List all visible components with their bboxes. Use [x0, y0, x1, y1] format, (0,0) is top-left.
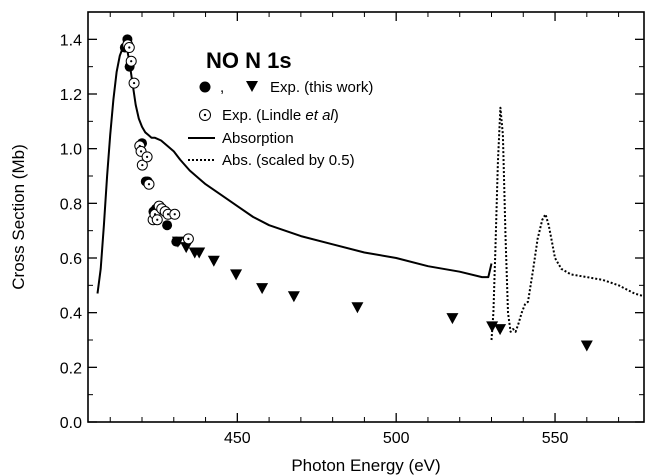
data-point-dotted-circle-dot	[187, 237, 190, 240]
data-point-dotted-circle-dot	[128, 46, 131, 49]
absorption-line	[96, 43, 493, 294]
data-point-dotted-circle-dot	[139, 150, 143, 153]
data-point-filled-triangle	[207, 255, 220, 267]
data-point-dotted-circle-dot	[141, 163, 144, 167]
abs-scaled-line	[490, 106, 645, 341]
legend: , Exp. (this work) Exp. (Lindle et al) A…	[188, 79, 373, 169]
legend-label-abs-scaled: Abs. (scaled by 0.5)	[222, 152, 355, 169]
data-point-dotted-circle-dot	[156, 218, 159, 221]
data-point-filled-triangle	[287, 291, 300, 303]
data-point-dotted-circle-dot	[166, 213, 170, 216]
plot-area	[96, 34, 645, 352]
y-tick-label: 1.0	[60, 142, 82, 159]
legend-label-exp-this-work: Exp. (this work)	[270, 79, 373, 96]
data-point-filled-triangle	[171, 236, 184, 248]
data-point-dotted-circle-dot	[132, 81, 136, 85]
legend-comma: ,	[220, 79, 224, 96]
legend-marker-filled-circle	[199, 81, 211, 93]
data-point-dotted-circle-dot	[130, 60, 133, 63]
legend-marker-filled-triangle	[246, 81, 258, 92]
x-tick-labels: 450 500 550	[224, 430, 569, 447]
data-point-filled-triangle	[193, 247, 206, 259]
data-point-filled-triangle	[230, 269, 243, 281]
y-tick-label: 1.2	[60, 87, 82, 104]
data-point-dotted-circle-dot	[147, 183, 151, 186]
data-point-filled-triangle	[256, 283, 269, 295]
y-tick-label: 0.2	[60, 360, 82, 377]
plot-frame	[87, 11, 645, 423]
legend-label-exp-lindle: Exp. (Lindle et al)	[222, 107, 339, 124]
data-point-filled-triangle	[446, 313, 459, 325]
y-axis-label: Cross Section (Mb)	[9, 144, 28, 289]
legend-marker-dotted-circle-dot	[203, 113, 207, 117]
legend-label-absorption: Absorption	[222, 130, 294, 147]
chart-annotation: NO N 1s	[206, 48, 292, 73]
data-point-filled-triangle	[351, 302, 364, 314]
x-axis-label: Photon Energy (eV)	[291, 456, 440, 475]
axis-ticks	[88, 11, 644, 423]
x-tick-label: 450	[224, 430, 251, 447]
data-point-filled-triangle	[494, 324, 507, 336]
y-tick-label: 0.4	[60, 306, 82, 323]
y-tick-labels: 0.0 0.2 0.4 0.6 0.8 1.0 1.2 1.4	[60, 32, 82, 432]
x-tick-label: 500	[383, 430, 410, 447]
y-tick-label: 1.4	[60, 32, 82, 49]
data-point-filled-triangle	[180, 242, 193, 254]
data-point-filled-triangle	[580, 340, 593, 352]
x-tick-label: 550	[542, 430, 569, 447]
data-point-dotted-circle-dot	[173, 213, 176, 216]
y-tick-label: 0.6	[60, 251, 82, 268]
data-point-dotted-circle-dot	[145, 155, 149, 158]
y-tick-label: 0.0	[60, 415, 82, 432]
data-point-filled-circle	[162, 220, 173, 231]
y-tick-label: 0.8	[60, 196, 82, 213]
